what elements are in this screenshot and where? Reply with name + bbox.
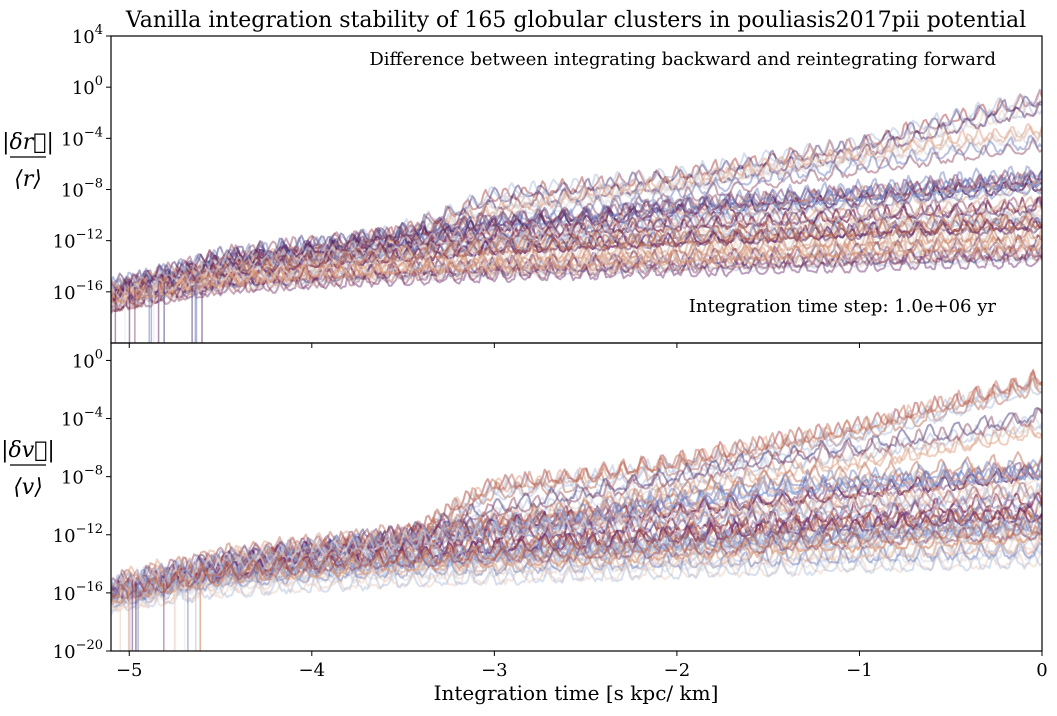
series-line (111, 485, 1042, 592)
series-line (111, 368, 1042, 600)
series-line (111, 458, 1042, 592)
series-line (111, 461, 1042, 595)
y-axis-label-position: |δr⃗| ⟨r⟩ (2, 130, 54, 192)
series-line (111, 550, 1042, 613)
series-line (111, 242, 1042, 302)
series-line (111, 195, 1042, 293)
y-tick-label: 10−4 (61, 406, 103, 431)
y-axis-label-velocity: |δv⃗| ⟨v⟩ (1, 438, 55, 500)
series-line (111, 244, 1042, 314)
y-label-denominator: ⟨v⟩ (13, 475, 43, 500)
y-tick-label: 10−16 (53, 279, 103, 304)
x-tick-label: −3 (481, 660, 508, 681)
series-line (111, 215, 1042, 302)
panels: 104 100 10−4 10−8 10−12 10−16 |δr⃗| ⟨r⟩ Differen… (1, 23, 1048, 681)
series-line (111, 510, 1042, 595)
series-line (111, 165, 1042, 288)
series-line (111, 503, 1042, 601)
series-line (111, 500, 1042, 600)
series-line (111, 194, 1042, 294)
series-line (111, 125, 1042, 301)
y-label-numerator: |δv⃗| (1, 438, 55, 463)
series-line (111, 526, 1042, 608)
series-line (111, 210, 1042, 297)
series-line (111, 451, 1042, 588)
series-line (111, 522, 1042, 601)
series-line (111, 232, 1042, 300)
series-line (111, 240, 1042, 312)
annotation-bottom-right: Integration time step: 1.0e+06 yr (689, 296, 997, 317)
x-tick-label: −1 (846, 660, 873, 681)
series-line (111, 509, 1042, 605)
y-tick-label: 10−12 (53, 228, 103, 253)
series-line (111, 180, 1042, 303)
series-line (111, 482, 1042, 588)
series-line (111, 206, 1042, 309)
series-line (111, 169, 1042, 294)
series-line (111, 213, 1042, 304)
x-tick-label: −4 (299, 660, 326, 681)
series-group (111, 88, 1042, 343)
series-line (111, 536, 1042, 601)
y-tick-label: 10−8 (61, 177, 103, 202)
series-line (111, 480, 1042, 587)
series-line (111, 518, 1042, 595)
y-tick-label: 10−8 (61, 464, 103, 489)
y-tick-label: 10−20 (53, 638, 103, 663)
series-line (111, 525, 1042, 604)
series-line (111, 235, 1042, 305)
y-tick-label: 10−16 (53, 580, 103, 605)
y-label-numerator: |δr⃗| (2, 130, 54, 155)
y-tick-label: 100 (72, 347, 103, 372)
series-line (111, 506, 1042, 600)
series-line (111, 128, 1042, 304)
y-label-denominator: ⟨r⟩ (14, 167, 42, 192)
y-tick-label: 100 (72, 74, 103, 99)
series-line (111, 169, 1042, 292)
y-tick-label: 104 (72, 23, 103, 48)
series-line (111, 519, 1042, 599)
series-line (111, 463, 1042, 598)
series-line (111, 491, 1042, 591)
series-line (111, 537, 1042, 601)
series-line (111, 482, 1042, 591)
x-tick-label: −5 (116, 660, 143, 681)
y-tick-label: 10−4 (61, 125, 103, 150)
series-line (111, 220, 1042, 297)
series-line (111, 214, 1042, 306)
series-line (111, 492, 1042, 592)
chart-title: Vanilla integration stability of 165 glo… (125, 8, 1026, 33)
series-line (111, 237, 1042, 308)
series-line (111, 198, 1042, 290)
series-line (111, 172, 1042, 298)
series-line (111, 176, 1042, 300)
axes-frame (110, 342, 1043, 652)
series-line (111, 544, 1042, 608)
series-line (111, 215, 1042, 300)
series-line (111, 218, 1042, 296)
annotation-top-right: Difference between integrating backward … (369, 49, 996, 70)
series-line (111, 541, 1042, 603)
series-line (111, 465, 1042, 600)
panel-position: 104 100 10−4 10−8 10−12 10−16 |δr⃗| ⟨r⟩ Differen… (2, 23, 1043, 348)
y-tick-label: 10−12 (53, 522, 103, 547)
series-line (111, 217, 1042, 303)
series-line (111, 535, 1042, 612)
series-group (111, 368, 1042, 651)
series-line (111, 212, 1042, 296)
x-tick-label: −2 (664, 660, 691, 681)
series-line (111, 549, 1042, 616)
x-tick-label: 0 (1036, 660, 1047, 681)
series-line (111, 522, 1042, 600)
series-line (111, 251, 1042, 311)
series-line (111, 504, 1042, 600)
panel-velocity: 100 10−4 10−8 10−12 10−16 10−20 |δv⃗| ⟨v⟩ −5 −4 −3… (1, 342, 1048, 681)
series-line (111, 415, 1042, 601)
x-axis-label: Integration time [s kpc/ km] (434, 681, 719, 705)
series-line (111, 512, 1042, 605)
series-line (111, 233, 1042, 303)
